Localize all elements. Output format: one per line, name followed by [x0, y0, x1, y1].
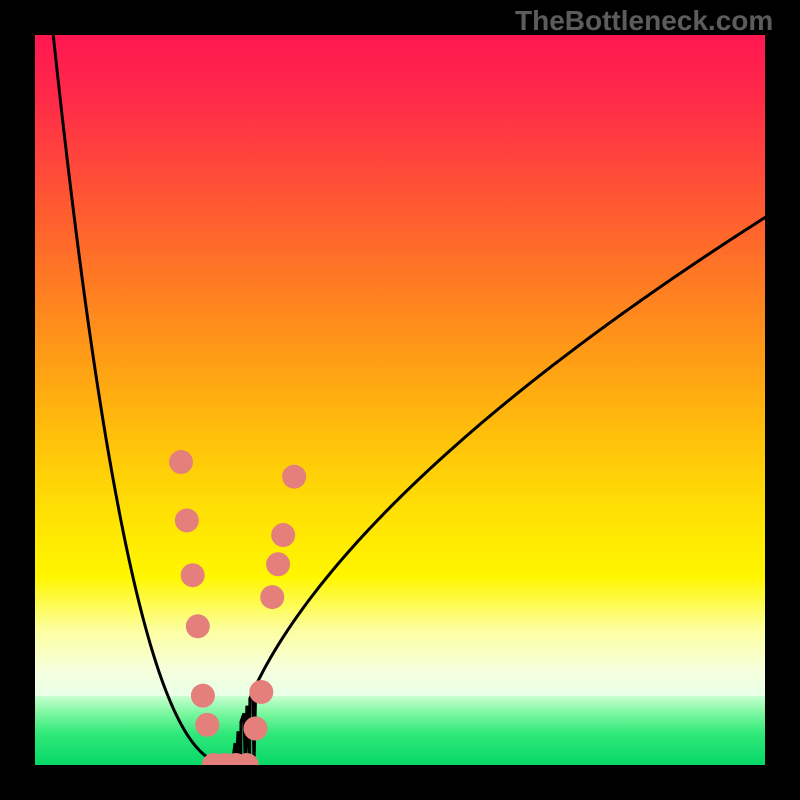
- gradient-background: [35, 35, 765, 696]
- plot-area: [35, 35, 765, 765]
- chart-root: TheBottleneck.com: [0, 0, 800, 800]
- green-strip: [35, 696, 765, 765]
- watermark-text: TheBottleneck.com: [515, 5, 773, 37]
